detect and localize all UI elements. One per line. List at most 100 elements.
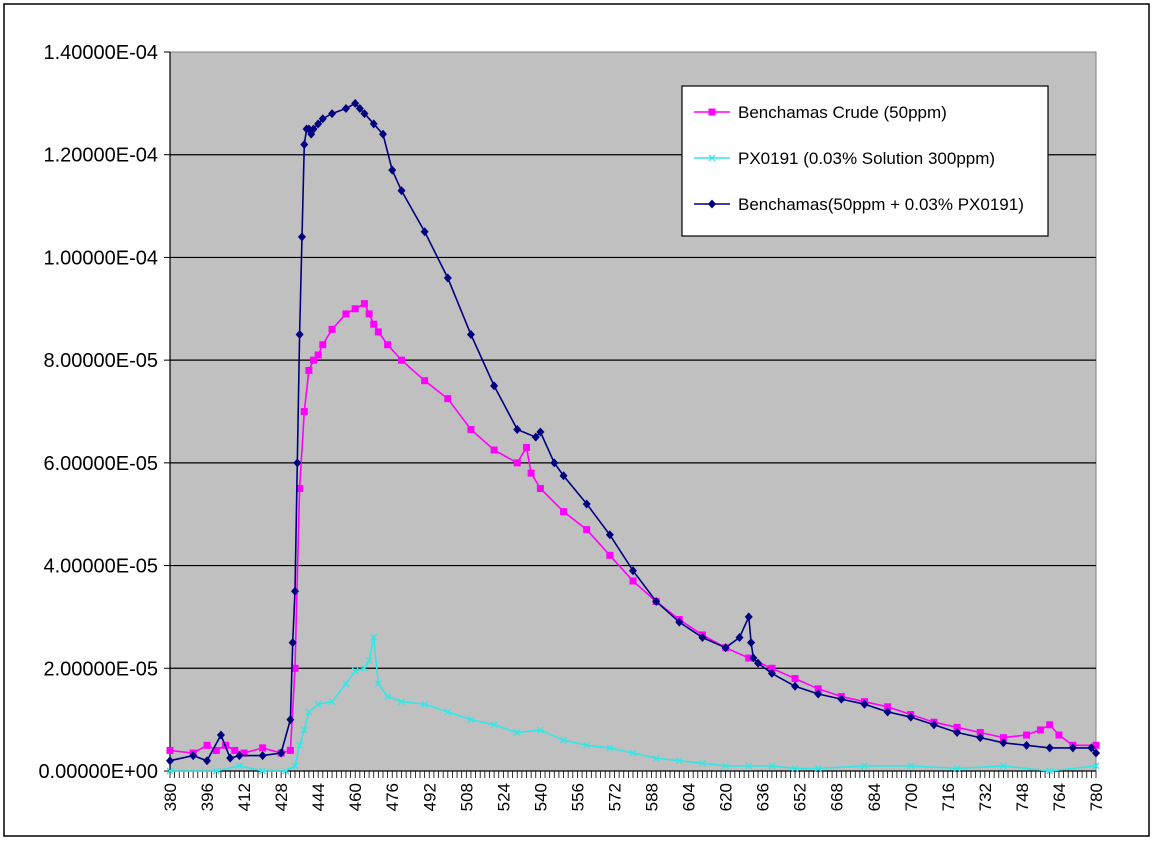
data-point bbox=[288, 638, 297, 648]
data-point bbox=[708, 199, 716, 209]
data-point bbox=[527, 469, 535, 477]
data-point bbox=[606, 551, 614, 559]
data-point bbox=[258, 751, 267, 761]
data-point bbox=[384, 341, 392, 349]
data-point bbox=[398, 698, 405, 706]
legend-label: Benchamas(50ppm + 0.03% PX0191) bbox=[738, 195, 1024, 214]
data-point bbox=[1046, 767, 1054, 775]
y-tick-label: 2.00000E-05 bbox=[43, 658, 158, 680]
data-point bbox=[744, 612, 753, 622]
data-point bbox=[282, 767, 290, 775]
data-point bbox=[314, 700, 322, 708]
data-point bbox=[560, 736, 568, 744]
data-point bbox=[231, 746, 239, 754]
data-point bbox=[550, 458, 559, 468]
legend-entry-1: PX0191 (0.03% Solution 300ppm) bbox=[694, 149, 995, 168]
data-point bbox=[791, 681, 800, 691]
x-tick-label: 636 bbox=[754, 783, 773, 811]
data-point bbox=[675, 617, 684, 627]
legend-entry-2: Benchamas(50ppm + 0.03% PX0191) bbox=[694, 195, 1024, 214]
data-point bbox=[513, 424, 522, 434]
data-point bbox=[166, 746, 174, 754]
data-point bbox=[490, 381, 499, 391]
x-tick-label: 476 bbox=[383, 783, 402, 811]
data-point bbox=[747, 638, 756, 648]
y-tick-label: 1.40000E-04 bbox=[43, 42, 158, 64]
data-point bbox=[560, 508, 568, 516]
x-tick-label: 492 bbox=[420, 783, 439, 811]
data-point bbox=[296, 741, 304, 749]
data-point bbox=[420, 227, 429, 237]
data-point bbox=[388, 165, 397, 175]
data-point bbox=[342, 680, 350, 688]
data-point bbox=[351, 98, 360, 108]
data-point bbox=[814, 689, 823, 699]
data-point bbox=[1055, 731, 1063, 739]
data-point bbox=[1092, 762, 1100, 770]
data-point bbox=[652, 597, 661, 607]
data-point bbox=[297, 232, 306, 242]
x-tick-label: 380 bbox=[161, 783, 180, 811]
data-point bbox=[883, 707, 892, 717]
data-point bbox=[745, 654, 753, 662]
data-point bbox=[226, 753, 235, 763]
data-point bbox=[421, 700, 429, 708]
legend-box bbox=[681, 85, 1049, 237]
data-point bbox=[351, 667, 359, 675]
x-tick-label: 396 bbox=[198, 783, 217, 811]
data-point bbox=[277, 748, 286, 758]
data-point bbox=[291, 762, 299, 770]
data-point bbox=[1092, 741, 1100, 749]
data-point bbox=[314, 351, 322, 359]
data-point bbox=[370, 634, 378, 641]
data-point bbox=[384, 693, 392, 700]
data-point bbox=[398, 356, 405, 364]
data-point bbox=[240, 749, 248, 757]
legend-label: Benchamas Crude (50ppm) bbox=[738, 103, 947, 122]
data-point bbox=[300, 726, 308, 734]
data-point bbox=[444, 395, 452, 403]
data-point bbox=[536, 485, 544, 493]
data-point bbox=[286, 715, 295, 725]
data-point bbox=[1046, 721, 1054, 729]
data-point bbox=[443, 273, 452, 283]
data-point bbox=[378, 129, 387, 139]
data-point bbox=[698, 632, 707, 642]
data-point bbox=[360, 109, 369, 119]
x-tick-label: 588 bbox=[643, 783, 662, 811]
y-tick-label: 4.00000E-05 bbox=[43, 556, 158, 578]
data-point bbox=[259, 767, 267, 775]
data-point bbox=[286, 746, 294, 754]
data-point bbox=[203, 741, 211, 749]
data-point bbox=[291, 664, 299, 672]
data-point bbox=[259, 744, 267, 752]
data-point bbox=[314, 119, 323, 129]
data-point bbox=[1022, 740, 1031, 750]
data-point bbox=[166, 767, 174, 775]
data-point bbox=[309, 124, 318, 134]
legend: Benchamas Crude (50ppm) PX0191 (0.03% Sol… bbox=[681, 85, 1049, 237]
data-point bbox=[189, 751, 198, 761]
data-point bbox=[953, 723, 961, 731]
series-1 bbox=[166, 634, 1100, 775]
data-point bbox=[293, 458, 302, 468]
data-point bbox=[397, 186, 406, 196]
x-tick-label: 508 bbox=[457, 783, 476, 811]
data-point bbox=[365, 310, 373, 318]
data-point bbox=[953, 727, 962, 737]
x-tick-label: 540 bbox=[531, 783, 550, 811]
data-point bbox=[360, 300, 368, 308]
x-tick-label: 604 bbox=[680, 783, 699, 811]
x-tick-label: 748 bbox=[1013, 783, 1032, 811]
x-tick-label: 428 bbox=[272, 783, 291, 811]
x-tick-label: 460 bbox=[346, 783, 365, 811]
data-point bbox=[212, 767, 220, 775]
y-tick-label: 8.00000E-05 bbox=[43, 350, 158, 372]
y-tick-label: 1.00000E-04 bbox=[43, 247, 158, 269]
data-point bbox=[749, 653, 758, 663]
data-point bbox=[513, 459, 521, 467]
data-point bbox=[929, 720, 938, 730]
data-point bbox=[531, 432, 540, 442]
data-point bbox=[860, 699, 869, 709]
